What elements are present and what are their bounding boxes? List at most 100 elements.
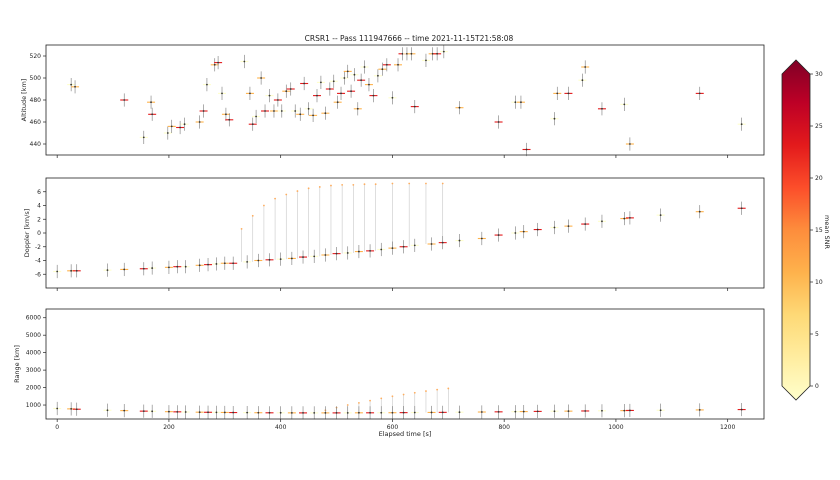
data-point: [243, 60, 246, 63]
data-point: [480, 411, 483, 413]
data-point: [740, 408, 743, 411]
data-point: [430, 243, 433, 245]
data-point: [628, 143, 631, 145]
branch-point: [391, 395, 394, 398]
data-point: [217, 61, 219, 64]
data-point: [346, 411, 349, 414]
data-point: [698, 210, 701, 213]
branch-point: [441, 182, 444, 185]
data-point: [413, 411, 416, 414]
data-point: [123, 99, 126, 101]
y-tick-label: 440: [30, 141, 42, 148]
data-point: [260, 77, 263, 79]
data-point: [514, 410, 517, 413]
data-point: [257, 259, 260, 262]
data-point: [75, 269, 78, 272]
data-point: [391, 247, 394, 250]
data-point: [497, 121, 500, 123]
colorbar-tick-label: 15: [815, 227, 823, 234]
data-point: [358, 411, 360, 414]
data-point: [206, 83, 208, 86]
data-point: [273, 110, 275, 112]
y-tick-label: 0: [37, 230, 41, 237]
branch-point: [374, 183, 377, 186]
data-point: [584, 410, 587, 412]
data-point: [302, 411, 304, 414]
doppler-ylabel: Doppler [km/s]: [23, 209, 31, 258]
data-point: [324, 112, 327, 115]
data-point: [268, 411, 271, 414]
x-tick-label: 1000: [608, 424, 623, 431]
branch-point: [307, 187, 310, 190]
data-point: [358, 250, 360, 253]
data-point: [413, 244, 416, 247]
branch-point: [285, 193, 288, 196]
data-point: [436, 52, 439, 55]
branch-point: [447, 387, 450, 390]
data-point: [441, 411, 444, 414]
y-tick-label: -4: [35, 258, 41, 265]
data-point: [307, 107, 310, 110]
colorbar-tick-label: 25: [815, 123, 823, 130]
data-point: [280, 110, 283, 112]
y-tick-label: 6000: [26, 315, 41, 322]
data-point: [246, 260, 249, 263]
data-point: [198, 121, 201, 123]
x-tick-label: 1200: [720, 424, 735, 431]
data-point: [123, 409, 126, 412]
branch-point: [296, 190, 299, 192]
data-point: [601, 409, 603, 412]
data-point: [215, 411, 218, 414]
colorbar-tick-label: 5: [815, 331, 819, 338]
data-point: [401, 52, 404, 55]
y-tick-label: -2: [35, 244, 41, 251]
data-point: [198, 264, 201, 267]
data-point: [584, 223, 587, 225]
data-point: [458, 106, 461, 109]
y-tick-label: -6: [35, 271, 41, 278]
data-point: [207, 263, 209, 266]
data-point: [324, 254, 327, 256]
y-tick-label: 460: [30, 119, 42, 126]
data-point: [623, 409, 626, 412]
data-point: [623, 103, 626, 106]
data-point: [380, 411, 383, 414]
data-point: [567, 410, 570, 413]
branch-point: [413, 391, 416, 394]
doppler-panel: -6 -4 -2 0 2 4 6 Doppler [km/s]: [23, 177, 765, 291]
data-point: [257, 411, 260, 414]
branch-point: [251, 214, 254, 217]
data-point: [520, 101, 522, 104]
data-point: [176, 410, 179, 413]
y-tick-label: 5000: [26, 332, 41, 339]
data-point: [290, 411, 293, 414]
data-point: [391, 411, 394, 414]
data-point: [142, 410, 145, 413]
y-tick-label: 500: [30, 75, 42, 82]
branch-point: [240, 227, 243, 230]
y-tick-label: 1000: [26, 402, 41, 409]
data-point: [142, 136, 145, 139]
data-point: [740, 207, 743, 210]
branch-point: [425, 182, 427, 185]
data-point: [151, 113, 154, 116]
data-point: [353, 73, 356, 76]
data-point: [350, 90, 352, 93]
data-point: [413, 105, 416, 108]
data-point: [377, 74, 379, 77]
data-point: [458, 239, 461, 242]
data-point: [553, 410, 556, 413]
data-point: [402, 245, 405, 248]
data-point: [268, 258, 271, 261]
branch-point: [402, 393, 405, 396]
data-point: [381, 68, 384, 71]
y-tick-label: 6: [37, 189, 41, 196]
data-point: [228, 118, 231, 121]
branch-point: [318, 186, 321, 188]
data-point: [313, 255, 316, 258]
data-point: [430, 411, 433, 414]
data-point: [372, 94, 375, 97]
data-point: [698, 409, 701, 411]
x-axis-label: Elapsed time [s]: [379, 430, 432, 438]
data-point: [299, 113, 302, 116]
